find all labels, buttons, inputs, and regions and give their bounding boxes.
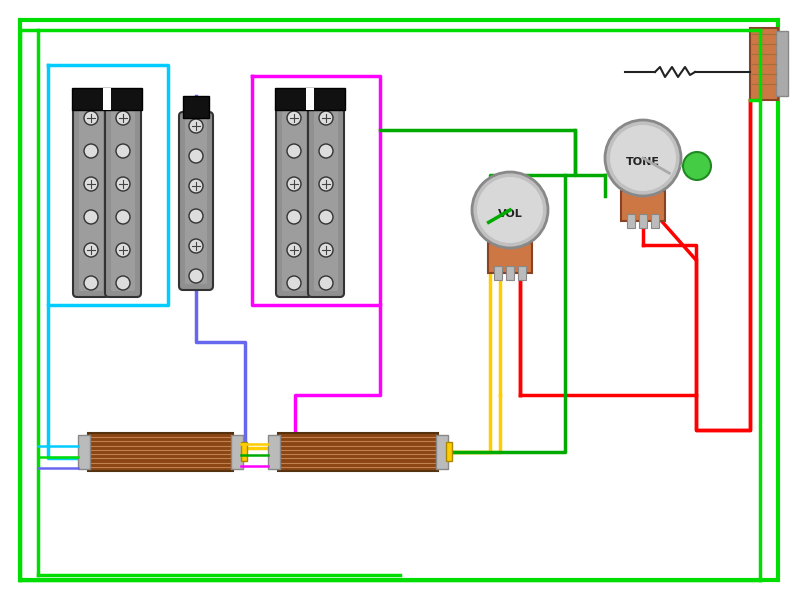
Bar (103, 88, 111, 110)
Bar (621, 191, 665, 221)
Circle shape (116, 111, 130, 125)
Circle shape (287, 177, 301, 191)
Bar (518, 266, 526, 280)
Bar (446, 442, 452, 461)
Circle shape (84, 210, 98, 224)
Circle shape (116, 276, 130, 290)
Circle shape (116, 144, 130, 158)
Bar (72, 88, 142, 110)
Circle shape (189, 269, 203, 283)
FancyBboxPatch shape (314, 110, 338, 291)
FancyBboxPatch shape (111, 110, 135, 291)
Bar (651, 214, 659, 228)
Circle shape (189, 179, 203, 193)
Circle shape (84, 243, 98, 257)
Circle shape (116, 210, 130, 224)
Circle shape (319, 144, 333, 158)
Bar (78, 435, 90, 469)
Circle shape (287, 144, 301, 158)
Bar (231, 435, 243, 469)
Circle shape (287, 276, 301, 290)
FancyBboxPatch shape (105, 104, 141, 297)
Bar (776, 31, 788, 96)
Circle shape (319, 243, 333, 257)
FancyBboxPatch shape (179, 112, 213, 290)
Bar (275, 88, 345, 110)
Circle shape (287, 243, 301, 257)
Circle shape (319, 276, 333, 290)
Circle shape (319, 210, 333, 224)
FancyBboxPatch shape (185, 118, 207, 284)
Circle shape (477, 177, 543, 243)
Circle shape (683, 152, 711, 180)
Bar (88, 433, 233, 471)
Circle shape (84, 111, 98, 125)
Bar (750, 28, 778, 100)
Text: TONE: TONE (626, 157, 660, 167)
Circle shape (84, 177, 98, 191)
Circle shape (605, 120, 681, 196)
Text: VOL: VOL (498, 209, 523, 219)
Circle shape (287, 210, 301, 224)
Circle shape (319, 111, 333, 125)
Circle shape (116, 177, 130, 191)
Bar (639, 214, 647, 228)
Bar (268, 435, 280, 469)
Bar (506, 266, 514, 280)
FancyBboxPatch shape (73, 104, 109, 297)
Circle shape (287, 111, 301, 125)
Circle shape (84, 144, 98, 158)
Bar (488, 243, 532, 273)
Bar (278, 433, 438, 471)
Circle shape (189, 209, 203, 223)
Circle shape (472, 172, 548, 248)
Circle shape (189, 239, 203, 253)
Bar (436, 435, 448, 469)
Circle shape (116, 243, 130, 257)
Circle shape (189, 149, 203, 163)
Bar (183, 96, 209, 118)
Bar (306, 88, 314, 110)
Bar (241, 442, 247, 461)
FancyBboxPatch shape (282, 110, 306, 291)
FancyBboxPatch shape (308, 104, 344, 297)
Bar (494, 266, 502, 280)
Circle shape (610, 125, 676, 191)
Bar (627, 214, 635, 228)
Circle shape (189, 119, 203, 133)
Circle shape (319, 177, 333, 191)
FancyBboxPatch shape (276, 104, 312, 297)
Circle shape (84, 276, 98, 290)
FancyBboxPatch shape (79, 110, 103, 291)
